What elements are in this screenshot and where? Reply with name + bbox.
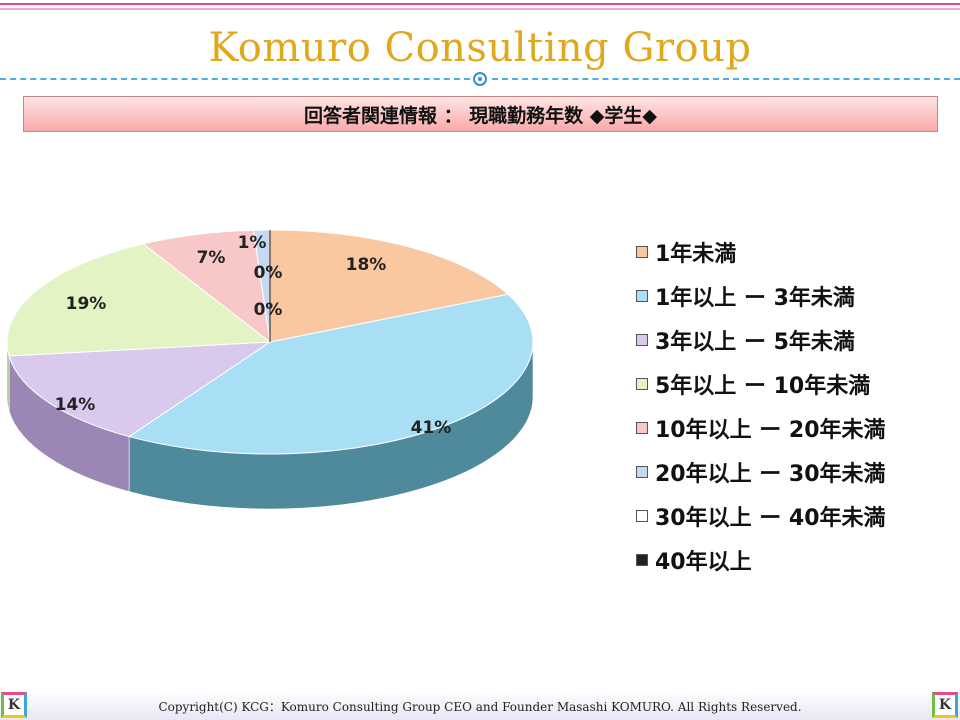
pie-slice — [269, 229, 510, 343]
data-label: 14% — [55, 395, 96, 415]
pie-slice — [8, 341, 272, 438]
legend-swatch — [636, 246, 648, 258]
pie-slice — [6, 243, 272, 357]
data-label: 0% — [254, 263, 283, 283]
legend-label: 3年以上 ー 5年未満 — [655, 330, 855, 355]
legend-swatch — [636, 334, 648, 346]
kcg-logo-icon: K — [1, 692, 27, 718]
legend-swatch — [636, 422, 648, 434]
data-label: 18% — [346, 255, 387, 275]
divider-line — [492, 78, 960, 80]
legend-label: 10年以上 ー 20年未満 — [655, 418, 886, 443]
pie-chart: 18% 41% 14% 19% 7% 1% 0% 0% — [6, 229, 534, 510]
data-label: 0% — [254, 300, 283, 320]
legend-label: 1年未満 — [655, 242, 737, 267]
legend-item: 5年以上 ー 10年未満 — [636, 362, 886, 406]
legend-item: 1年以上 ー 3年未満 — [636, 274, 886, 318]
legend-item: 1年未満 — [636, 230, 886, 274]
brand-title: Komuro Consulting Group — [208, 25, 752, 71]
legend-label: 1年以上 ー 3年未満 — [655, 286, 855, 311]
slide-header: 回答者関連情報 ： 現職勤務年数 ◆学生◆ — [23, 96, 938, 132]
divider-ornament-icon — [473, 72, 487, 86]
top-border — [0, 0, 960, 14]
legend-item: 30年以上 ー 40年未満 — [636, 494, 886, 538]
data-label: 41% — [411, 418, 452, 438]
legend-item: 10年以上 ー 20年未満 — [636, 406, 886, 450]
legend-label: 30年以上 ー 40年未満 — [655, 506, 886, 531]
legend-swatch — [636, 466, 648, 478]
legend-item: 20年以上 ー 30年未満 — [636, 450, 886, 494]
legend-item: 3年以上 ー 5年未満 — [636, 318, 886, 362]
pie-slice — [142, 229, 271, 344]
legend-item: 40年以上 — [636, 538, 886, 582]
legend-swatch — [636, 378, 648, 390]
divider-line — [0, 78, 470, 80]
footer-bar — [0, 690, 960, 720]
kcg-logo-icon: K — [932, 692, 958, 718]
slide-header-text: 回答者関連情報 ： 現職勤務年数 ◆学生◆ — [303, 104, 658, 127]
data-label: 1% — [238, 233, 267, 253]
top-border-line — [0, 3, 960, 5]
pie-slice — [127, 293, 534, 455]
data-label: 19% — [66, 294, 107, 314]
copyright-text: Copyright(C) KCG：Komuro Consulting Group… — [158, 700, 802, 714]
top-border-line — [0, 8, 960, 10]
legend-swatch — [636, 554, 648, 566]
legend-swatch — [636, 290, 648, 302]
legend-label: 40年以上 — [655, 550, 752, 575]
legend-label: 20年以上 ー 30年未満 — [655, 462, 886, 487]
data-label: 7% — [197, 248, 226, 268]
chart-legend: 1年未満 1年以上 ー 3年未満 3年以上 ー 5年未満 5年以上 ー 10年未満 10… — [636, 230, 886, 582]
legend-swatch — [636, 510, 648, 522]
legend-label: 5年以上 ー 10年未満 — [655, 374, 871, 399]
